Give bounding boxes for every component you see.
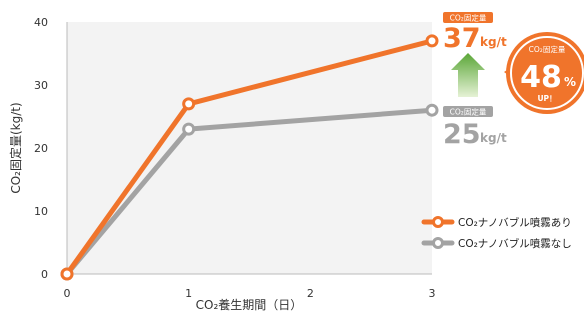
plot-area [67,22,432,274]
annotation-with-tag-text: CO₂固定量 [450,13,487,23]
data-point [182,97,196,111]
legend-item: CO₂ナノバブル噴霧あり [421,216,572,229]
legend-label: CO₂ナノバブル噴霧なし [458,237,572,250]
legend-label: CO₂ナノバブル噴霧あり [458,216,572,229]
badge-outer-circle [506,32,584,114]
annotation-with-unit: kg/t [480,35,507,49]
x-tick-label: 1 [185,287,192,300]
series-1 [60,103,439,281]
annotation-with: CO₂固定量 37 kg/t [443,12,507,54]
series-layer [60,34,439,281]
badge-label: CO₂固定量 [529,44,566,54]
data-point [60,267,74,281]
legend-swatch-marker [432,216,444,228]
y-tick-label: 10 [34,205,48,218]
annotation-with-value: 37 [443,23,481,54]
annotation-without-value: 25 [443,119,481,150]
x-axis-title: CO₂養生期間（日） [196,297,303,312]
plot-frame [66,22,432,275]
y-axis-title: CO₂固定量(kg/t) [8,102,23,193]
y-tick-labels: 0 10 20 30 40 [34,16,48,281]
x-tick-label: 3 [429,287,436,300]
data-point [182,122,196,136]
annotation-without-tag [443,106,493,117]
data-point [425,34,439,48]
y-tick-label: 40 [34,16,48,29]
x-tick-label: 0 [64,287,71,300]
y-tick-label: 30 [34,79,48,92]
badge-inner-circle [510,36,584,110]
data-point [425,103,439,117]
annotation-with-tag [443,12,493,23]
up-arrow-icon [451,53,485,97]
annotation-without-tag-text: CO₂固定量 [450,107,487,117]
series-0 [60,34,439,281]
annotation-without: CO₂固定量 25 kg/t [443,106,507,150]
x-tick-labels: 0 1 2 3 [64,287,436,300]
increase-badge: CO₂固定量 48 % UP！ [504,32,584,114]
legend: CO₂ナノバブル噴霧あり CO₂ナノバブル噴霧なし [421,216,572,250]
legend-swatch-marker [432,237,444,249]
x-tick-label: 2 [307,287,314,300]
y-tick-label: 20 [34,142,48,155]
y-tick-label: 0 [41,268,48,281]
annotation-without-unit: kg/t [480,131,507,145]
legend-item: CO₂ナノバブル噴霧なし [421,237,572,250]
badge-up: UP！ [537,94,556,103]
badge-percent: % [564,75,576,89]
badge-value: 48 [520,60,562,95]
